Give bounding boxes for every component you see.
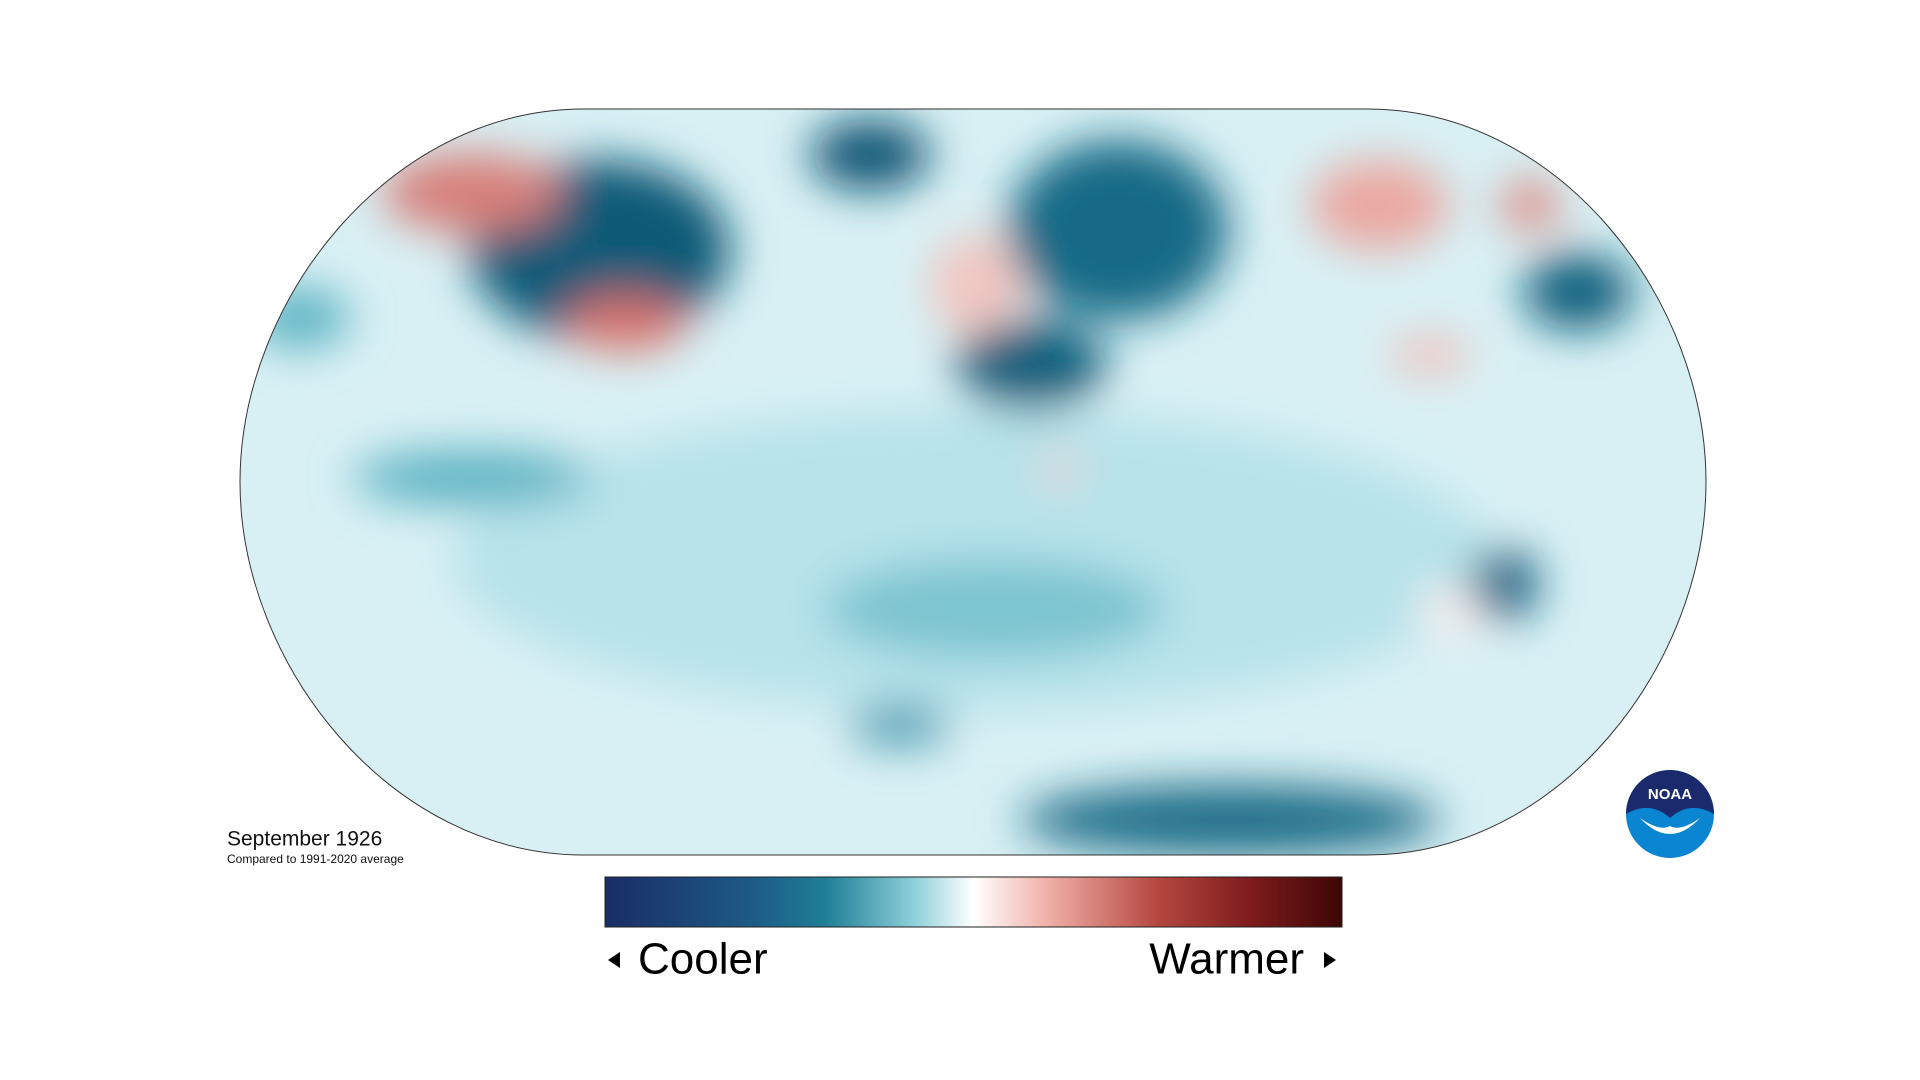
noaa-logo: NOAA <box>1626 770 1714 858</box>
map-title: September 1926 <box>227 828 382 851</box>
legend-low-label: Cooler <box>638 935 768 984</box>
color-bar <box>604 876 1343 928</box>
right-arrow <box>1324 952 1336 968</box>
map-outline <box>239 108 1707 856</box>
left-arrow <box>608 952 620 968</box>
logo-text: NOAA <box>1648 786 1692 803</box>
legend-high-label: Warmer <box>1149 935 1304 984</box>
map-subtitle: Compared to 1991-2020 average <box>227 852 404 866</box>
anomaly-map <box>240 109 1706 855</box>
